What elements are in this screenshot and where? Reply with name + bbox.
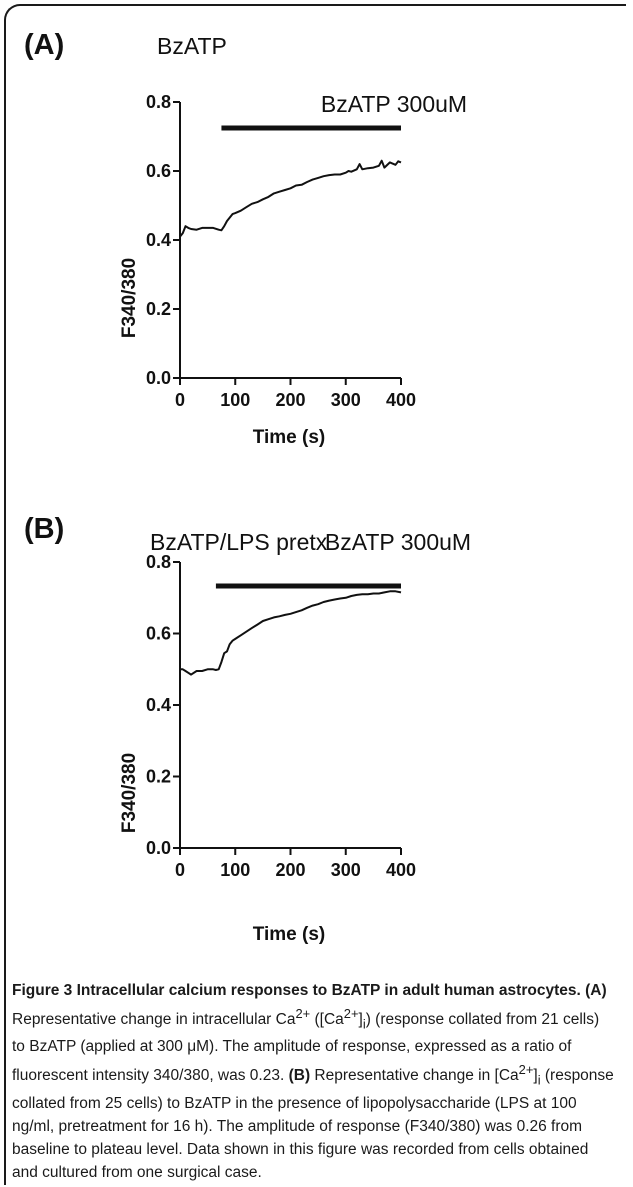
y-tick-label: 0.4 (146, 695, 171, 715)
panel-letter: (B) (24, 513, 64, 545)
figure-frame (4, 4, 626, 1185)
plot-area: 0.0 0.2 0.4 0.6 0.8 0 100 200 300 400 BzATP 300uM (146, 91, 467, 410)
x-tick-label: 200 (275, 860, 305, 880)
x-axis-title: Time (s) (253, 427, 326, 448)
y-tick-label: 0.4 (146, 230, 171, 250)
caption-marker-a: (A) (585, 982, 607, 999)
caption-text: ] (533, 1067, 538, 1085)
x-tick-label: 300 (331, 860, 361, 880)
y-tick-label: 0.0 (146, 838, 171, 858)
y-axis-title: F340/380 (119, 753, 140, 833)
series-line (180, 590, 402, 676)
application-label: BzATP 300uM (321, 91, 467, 117)
caption-sup: 2+ (295, 1006, 311, 1021)
caption-sup: 2+ (343, 1006, 359, 1021)
x-tick-label: 100 (220, 390, 250, 410)
caption-text: Representative change in intracellular C… (12, 1011, 296, 1029)
caption-text: ) (response collated from 21 cells) to B… (12, 1011, 600, 1085)
y-tick-label: 0.8 (146, 552, 171, 572)
x-tick-label: 300 (331, 390, 361, 410)
series-line (179, 159, 402, 238)
x-tick-label: 400 (386, 390, 416, 410)
caption-marker-b: (B) (288, 1067, 311, 1085)
x-axis-title: Time (s) (253, 924, 326, 945)
x-tick-label: 0 (175, 860, 185, 880)
y-tick-label: 0.2 (146, 299, 171, 319)
x-tick-label: 0 (175, 390, 185, 410)
y-tick-label: 0.6 (146, 624, 171, 644)
y-tick-label: 0.8 (146, 92, 171, 112)
y-tick-label: 0.2 (146, 767, 171, 787)
chart-panel-b: (B) BzATP/LPS pretx 0.0 0.2 0.4 0.6 0.8 0 100 2… (24, 513, 471, 945)
x-tick-label: 200 (275, 390, 305, 410)
panel-letter: (A) (24, 29, 64, 61)
application-label: BzATP 300uM (325, 529, 471, 555)
caption-sup: 2+ (518, 1062, 534, 1078)
caption-text: (response collated from 25 cells) to BzA… (12, 1067, 614, 1181)
caption-sub: i (362, 1016, 366, 1032)
figure-caption: Figure 3 Intracellular calcium responses… (12, 979, 616, 1184)
x-tick-label: 100 (220, 860, 250, 880)
caption-text: ([Ca (310, 1011, 344, 1029)
chart-panel-a: (A) BzATP 0.0 0.2 0.4 0.6 0.8 0 100 200 300 400 Bz… (24, 29, 467, 448)
caption-text: Representative change in [Ca (310, 1067, 519, 1085)
caption-text: ] (358, 1011, 363, 1029)
y-tick-label: 0.6 (146, 161, 171, 181)
caption-sub: i (537, 1072, 541, 1088)
x-tick-label: 400 (386, 860, 416, 880)
plot-area: 0.0 0.2 0.4 0.6 0.8 0 100 200 300 400 BzATP 300uM (146, 529, 471, 880)
y-axis-title: F340/380 (119, 258, 140, 338)
panel-title: BzATP/LPS pretx (150, 529, 328, 555)
panel-title: BzATP (157, 33, 227, 59)
caption-title: Figure 3 Intracellular calcium responses… (12, 982, 581, 999)
y-tick-label: 0.0 (146, 368, 171, 388)
